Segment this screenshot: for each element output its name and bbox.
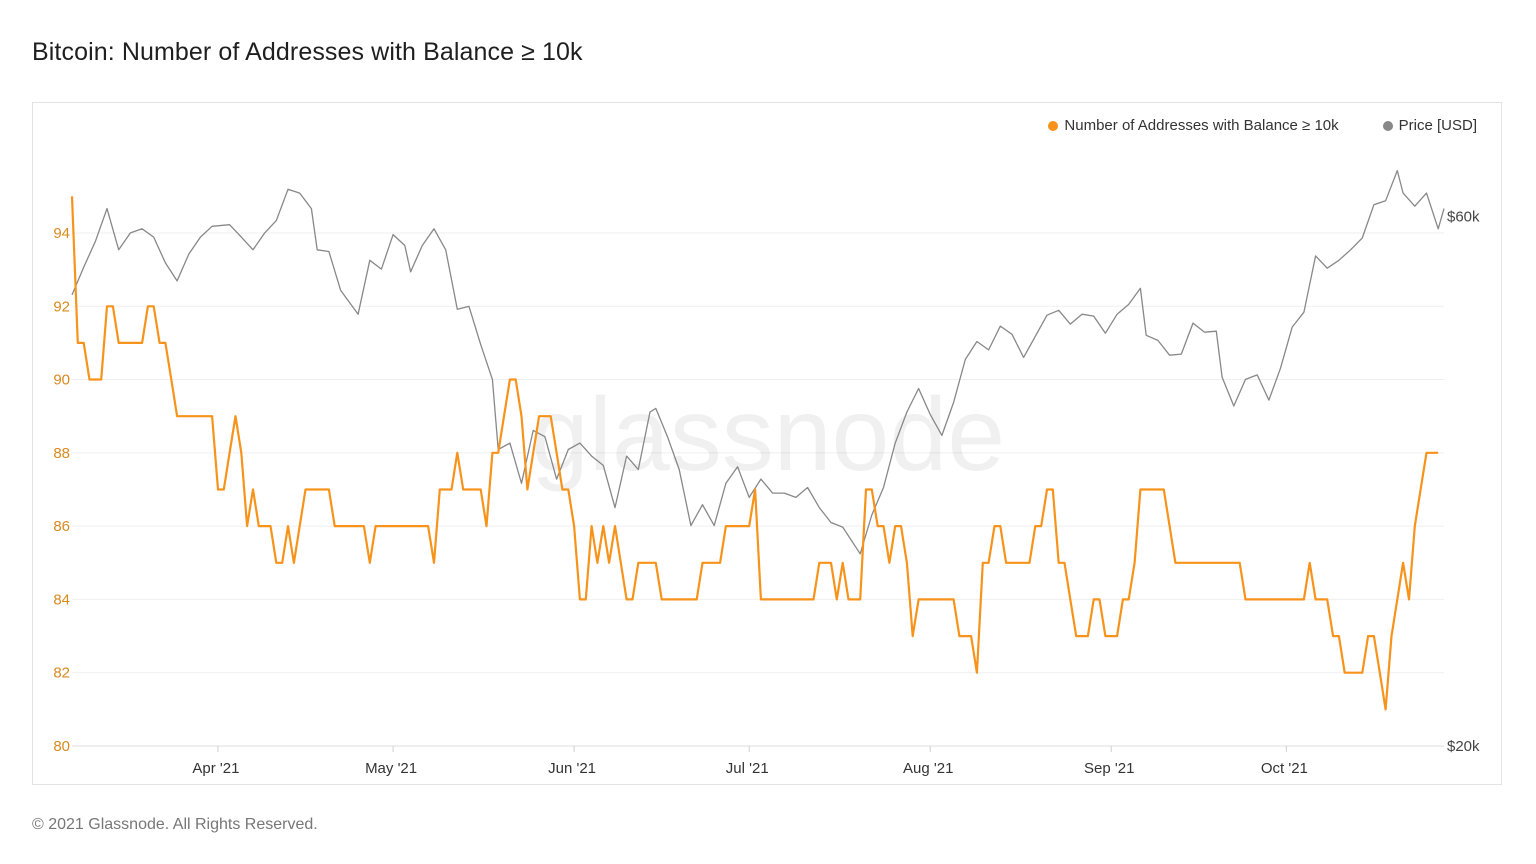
watermark: glassnode xyxy=(531,377,1005,493)
y-left-tick-90: 90 xyxy=(53,372,70,389)
y-left-tick-94: 94 xyxy=(53,225,70,242)
y-right-tick-0: $20k xyxy=(1447,738,1480,755)
legend-item-addresses[interactable]: Number of Addresses with Balance ≥ 10k xyxy=(1048,117,1339,134)
x-tick-label-1: May '21 xyxy=(365,760,417,777)
chart-panel: Number of Addresses with Balance ≥ 10k P… xyxy=(32,102,1502,785)
x-tick-label-0: Apr '21 xyxy=(192,760,239,777)
legend-dot-price xyxy=(1382,120,1393,131)
y-left-tick-86: 86 xyxy=(53,518,70,535)
legend-dot-addresses xyxy=(1048,120,1059,131)
y-left-tick-84: 84 xyxy=(53,591,70,608)
y-right-tick-1: $60k xyxy=(1447,209,1480,226)
series-line-price xyxy=(71,169,1445,555)
chart-title: Bitcoin: Number of Addresses with Balanc… xyxy=(32,38,583,66)
x-tick-label-5: Sep '21 xyxy=(1084,760,1134,777)
y-left-tick-82: 82 xyxy=(53,665,70,682)
legend-item-price[interactable]: Price [USD] xyxy=(1382,117,1477,134)
series-line-addresses xyxy=(70,196,1439,711)
legend: Number of Addresses with Balance ≥ 10k P… xyxy=(1048,117,1477,134)
x-tick-label-3: Jul '21 xyxy=(726,760,769,777)
y-left-tick-80: 80 xyxy=(53,738,70,755)
x-tick-label-2: Jun '21 xyxy=(548,760,596,777)
x-tick-label-4: Aug '21 xyxy=(903,760,953,777)
copyright-footer: © 2021 Glassnode. All Rights Reserved. xyxy=(32,816,318,833)
x-tick-label-6: Oct '21 xyxy=(1261,760,1308,777)
y-left-tick-88: 88 xyxy=(53,445,70,462)
y-left-tick-92: 92 xyxy=(53,298,70,315)
legend-label-price: Price [USD] xyxy=(1398,117,1477,134)
legend-label-addresses: Number of Addresses with Balance ≥ 10k xyxy=(1064,117,1339,134)
